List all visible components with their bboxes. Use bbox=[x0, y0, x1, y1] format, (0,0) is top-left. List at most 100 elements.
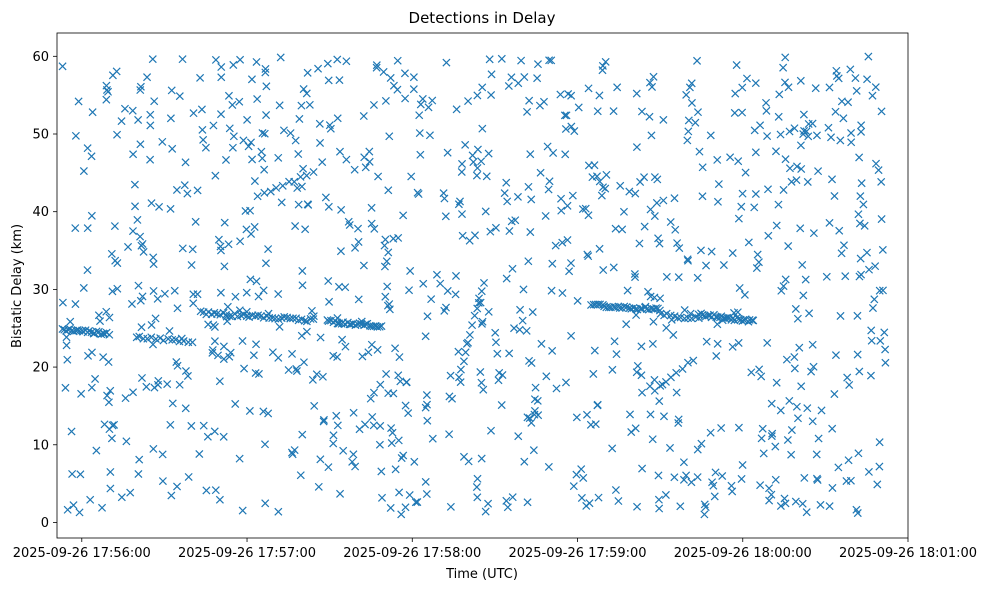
data-point bbox=[602, 170, 611, 179]
data-point bbox=[853, 311, 862, 320]
data-point bbox=[100, 329, 109, 338]
data-point bbox=[771, 147, 780, 156]
data-point bbox=[510, 324, 519, 333]
data-point bbox=[202, 486, 211, 495]
data-point bbox=[802, 508, 811, 517]
data-point bbox=[229, 132, 238, 141]
plot-marks bbox=[58, 52, 890, 519]
data-point bbox=[557, 206, 566, 215]
data-point bbox=[62, 341, 71, 350]
data-point bbox=[401, 401, 410, 410]
data-point bbox=[167, 86, 176, 95]
data-point bbox=[811, 84, 820, 93]
data-point bbox=[187, 261, 196, 270]
data-point bbox=[375, 322, 384, 331]
data-point bbox=[235, 306, 244, 315]
data-point bbox=[136, 86, 145, 95]
data-point bbox=[864, 467, 873, 476]
data-point bbox=[611, 224, 620, 233]
data-point bbox=[477, 157, 486, 166]
data-point bbox=[105, 313, 114, 322]
data-point bbox=[567, 91, 576, 100]
data-point bbox=[252, 340, 261, 349]
data-point bbox=[595, 300, 605, 309]
data-point bbox=[731, 89, 740, 98]
data-point bbox=[134, 115, 143, 124]
data-point bbox=[666, 217, 675, 227]
data-point bbox=[627, 428, 636, 437]
data-point bbox=[87, 211, 96, 220]
data-point bbox=[252, 277, 261, 286]
data-point bbox=[223, 302, 232, 311]
data-point bbox=[757, 372, 766, 381]
data-point bbox=[411, 498, 420, 507]
data-point bbox=[493, 349, 502, 358]
data-point bbox=[635, 239, 644, 248]
data-point bbox=[395, 353, 404, 362]
data-point bbox=[143, 73, 152, 82]
data-point bbox=[324, 317, 333, 326]
data-point bbox=[441, 212, 450, 221]
data-point bbox=[799, 130, 808, 139]
data-point bbox=[683, 358, 692, 367]
data-point bbox=[718, 471, 727, 481]
data-point bbox=[409, 85, 418, 94]
data-point bbox=[847, 128, 856, 138]
data-point bbox=[841, 272, 850, 281]
data-point bbox=[803, 177, 812, 186]
data-point bbox=[793, 414, 802, 423]
data-point bbox=[877, 215, 886, 224]
data-point bbox=[337, 205, 346, 214]
y-tick-label: 20 bbox=[32, 361, 49, 376]
data-point bbox=[108, 421, 117, 430]
data-point bbox=[85, 326, 94, 335]
data-point bbox=[75, 508, 84, 517]
data-point bbox=[652, 198, 661, 207]
data-point bbox=[545, 56, 554, 65]
data-point bbox=[828, 483, 837, 492]
data-point bbox=[785, 164, 794, 173]
data-point bbox=[261, 259, 270, 268]
data-point bbox=[424, 103, 433, 112]
data-point bbox=[77, 389, 86, 398]
data-point bbox=[610, 337, 619, 346]
data-point bbox=[825, 83, 834, 92]
data-point bbox=[698, 192, 707, 201]
data-point bbox=[718, 316, 727, 325]
data-point bbox=[226, 348, 235, 357]
data-point bbox=[63, 355, 72, 364]
data-point bbox=[830, 191, 839, 201]
data-point bbox=[693, 473, 702, 482]
data-point bbox=[451, 271, 461, 280]
data-point bbox=[196, 307, 205, 316]
data-point bbox=[837, 249, 846, 258]
data-point bbox=[418, 94, 427, 103]
data-point bbox=[123, 242, 133, 251]
data-point bbox=[880, 328, 889, 337]
data-point bbox=[868, 304, 877, 313]
data-point bbox=[791, 497, 800, 506]
data-point bbox=[416, 150, 425, 159]
data-point bbox=[775, 90, 784, 99]
data-point bbox=[486, 227, 495, 236]
data-point bbox=[183, 371, 192, 380]
data-point bbox=[197, 105, 206, 114]
data-point bbox=[274, 153, 283, 162]
data-point bbox=[393, 56, 402, 65]
data-point bbox=[257, 147, 266, 156]
data-point bbox=[336, 489, 345, 498]
data-point bbox=[128, 388, 138, 397]
data-point bbox=[367, 219, 376, 228]
data-point bbox=[168, 144, 177, 153]
data-point bbox=[160, 289, 169, 298]
data-point bbox=[830, 390, 839, 399]
data-point bbox=[416, 100, 425, 109]
data-point bbox=[216, 110, 226, 119]
data-point bbox=[421, 477, 430, 486]
data-point bbox=[193, 186, 202, 195]
data-point bbox=[354, 237, 363, 246]
data-point bbox=[632, 89, 641, 98]
data-point bbox=[442, 58, 451, 67]
data-point bbox=[698, 163, 707, 172]
data-point bbox=[375, 440, 384, 449]
